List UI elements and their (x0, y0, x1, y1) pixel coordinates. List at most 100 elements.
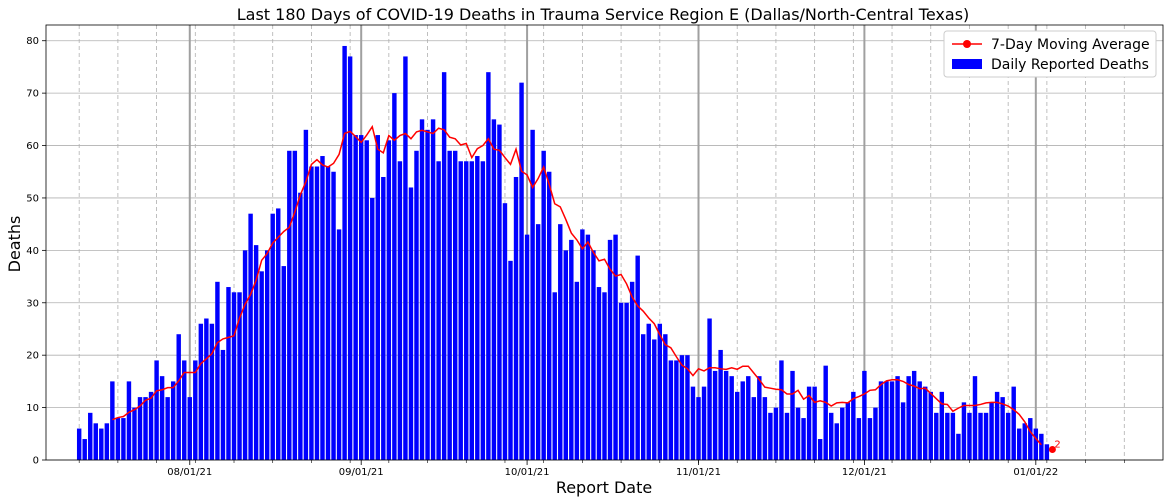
bar (115, 418, 121, 460)
bar (884, 381, 889, 460)
y-tick-label: 70 (26, 89, 39, 100)
bar (712, 370, 718, 460)
bar (408, 187, 414, 460)
x-tick-label: 10/01/21 (505, 467, 550, 478)
bar (193, 360, 198, 460)
y-tick-label: 40 (26, 246, 39, 257)
bar (204, 318, 209, 460)
bar (624, 302, 629, 460)
bar (873, 407, 878, 460)
bar (530, 129, 535, 460)
bar (314, 166, 320, 460)
y-tick-label: 50 (26, 193, 39, 204)
bar (978, 412, 983, 460)
bar (1044, 444, 1050, 460)
legend-line-marker (963, 40, 971, 48)
bar (845, 402, 851, 460)
bar (110, 381, 115, 460)
bar (762, 397, 768, 460)
bar (817, 439, 823, 460)
bar (1000, 397, 1005, 460)
bar (574, 281, 580, 460)
bar (701, 386, 707, 460)
bar (829, 412, 834, 460)
bar (685, 355, 690, 460)
bar (1028, 418, 1033, 460)
bar (961, 402, 967, 460)
bar (170, 381, 176, 460)
bar (264, 250, 270, 460)
bar (994, 391, 1000, 460)
bar (773, 407, 779, 460)
bar (674, 360, 679, 460)
bar (856, 418, 862, 460)
bar (370, 197, 375, 460)
bar (209, 323, 215, 460)
bar (679, 355, 685, 460)
moving-average-line (112, 124, 1042, 446)
bar (342, 45, 347, 460)
bar (784, 412, 790, 460)
bar (331, 171, 336, 460)
legend: 7-Day Moving Average Daily Reported Deat… (943, 30, 1157, 78)
bar (104, 423, 110, 460)
bar (541, 150, 546, 460)
bar (276, 208, 281, 460)
bar (497, 124, 502, 461)
bar (198, 323, 204, 460)
bar (740, 381, 745, 460)
bar (895, 376, 900, 460)
bar (447, 150, 452, 460)
bar (939, 391, 945, 460)
x-tick-label: 01/01/22 (1013, 467, 1058, 478)
bar (237, 292, 242, 460)
bar (928, 391, 933, 460)
bar (259, 271, 264, 460)
bar (591, 250, 596, 460)
bar (707, 318, 712, 460)
y-tick-label: 10 (26, 403, 39, 414)
bar (989, 402, 994, 460)
x-tick-label: 12/01/21 (842, 467, 887, 478)
bar (607, 239, 613, 460)
bar (220, 349, 226, 460)
bar (419, 119, 425, 461)
bar (840, 407, 845, 460)
legend-entry-daily-deaths: Daily Reported Deaths (991, 57, 1149, 73)
bar (76, 428, 82, 460)
y-axis-label: Deaths (5, 216, 24, 273)
bar (546, 171, 552, 460)
bar (215, 281, 220, 460)
y-tick-label: 30 (26, 298, 39, 309)
bar (502, 203, 508, 461)
bar (226, 287, 231, 460)
bar (486, 72, 491, 461)
bar (779, 360, 784, 460)
bar (121, 418, 126, 460)
bar (436, 161, 441, 460)
bar (790, 370, 795, 460)
bar (441, 72, 447, 461)
moving-average-endpoint-marker (1048, 446, 1056, 454)
bar (176, 334, 181, 460)
bar (585, 234, 591, 460)
bar (287, 150, 292, 460)
y-tick-label: 0 (33, 456, 39, 467)
bar (768, 412, 773, 460)
bar (663, 334, 668, 460)
bar (403, 56, 408, 461)
bar (956, 433, 961, 460)
bar (646, 323, 651, 460)
bar (336, 229, 342, 460)
bar (392, 93, 397, 460)
x-tick-label: 09/01/21 (339, 467, 384, 478)
bar (425, 129, 430, 460)
bar (353, 135, 358, 460)
bar (563, 250, 569, 460)
bar (524, 234, 530, 460)
bar (270, 213, 275, 460)
bar (923, 386, 928, 460)
bar (834, 423, 839, 460)
bar (458, 161, 463, 460)
